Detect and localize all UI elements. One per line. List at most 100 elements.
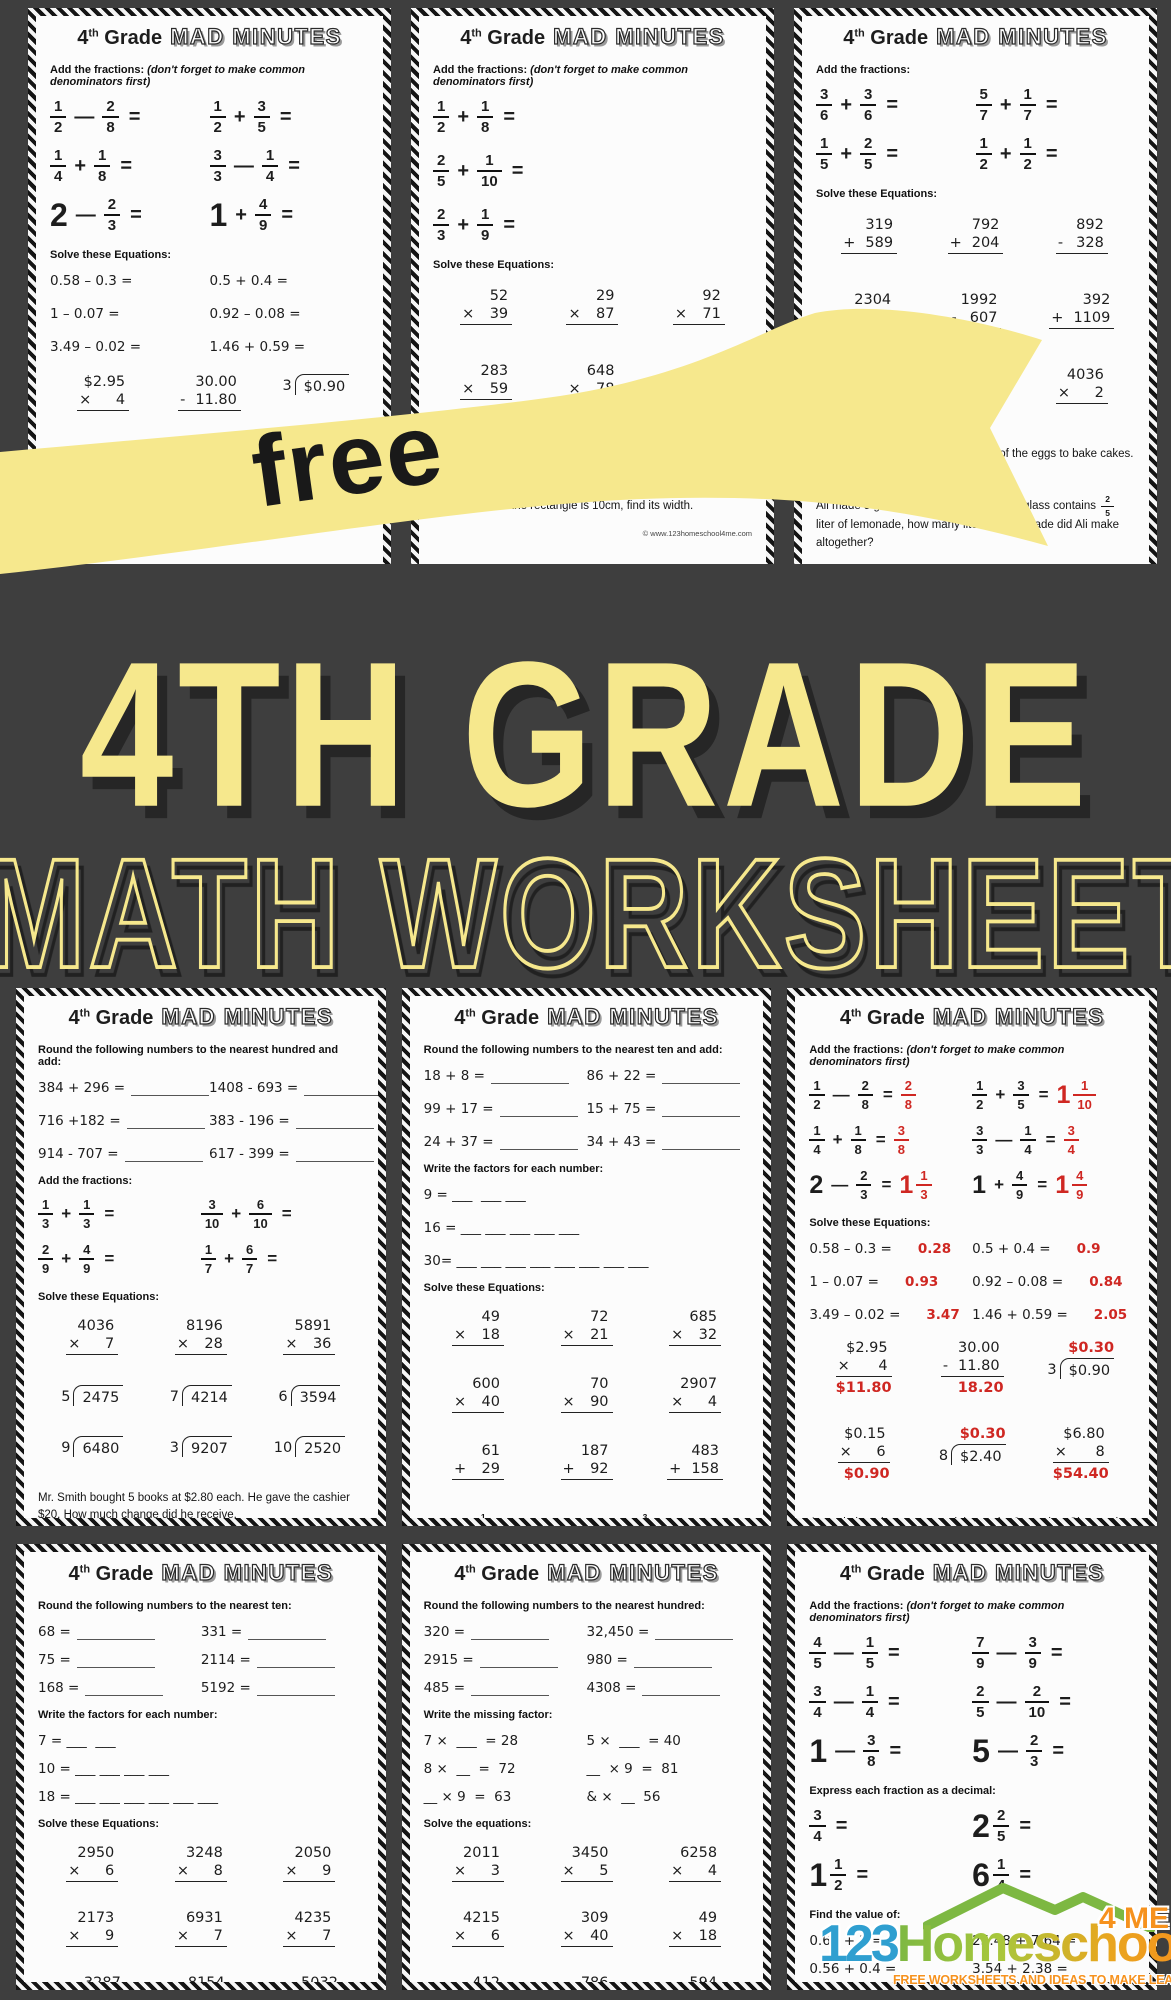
worksheet-title-grade: 4th Grade <box>77 27 162 49</box>
math-problems-row: 5 2475 7 4214 6 3594 <box>38 1385 364 1406</box>
long-division: 3 4206 <box>455 438 518 459</box>
answer-blank <box>633 1654 712 1668</box>
operand: 21 <box>590 1327 609 1343</box>
division-problem: 10 2520 <box>274 1436 346 1457</box>
operator: - <box>845 385 851 401</box>
answer-blank <box>471 1682 550 1696</box>
whole-number: 6 <box>972 1856 990 1893</box>
fraction: 2 <box>809 1173 823 1197</box>
fraction-stack: 6 10 <box>249 1198 272 1230</box>
worksheet: 4th Grade MAD MINUTES Add the fractions: (… <box>411 8 774 564</box>
fraction-problem: 1 2 +3 5 = <box>209 99 370 135</box>
operator: + <box>1051 310 1064 326</box>
operator: × <box>176 1928 189 1944</box>
equals-sign: = <box>1037 1175 1048 1194</box>
vertical-problem: 2304-996 <box>843 292 896 329</box>
equation-text: 716 +182 = <box>38 1113 121 1129</box>
answer: $0.30 <box>1068 1340 1115 1356</box>
equation-text: 86 + 22 = <box>586 1068 657 1084</box>
math-problems-row: 600 × 40 70 × 90 2907 × 4 <box>424 1376 750 1413</box>
operand-bottom: -11.80 <box>178 392 241 411</box>
operand-top: 30.00 <box>958 1340 1000 1356</box>
equation-text: 16 = ___ ___ ___ ___ ___ <box>423 1220 580 1236</box>
equation-text: 3.49 – 0.02 = <box>809 1307 901 1323</box>
operand-top: 2907 <box>680 1376 718 1392</box>
equation: 99 + 17 = <box>424 1101 587 1117</box>
numerator: 1 <box>813 1123 821 1138</box>
equation-text: 980 = <box>586 1652 628 1668</box>
denominator: 8 <box>900 1094 916 1111</box>
equals-sign: = <box>279 105 292 128</box>
equation: 86 + 22 = <box>587 1068 750 1084</box>
equation: 168 = <box>38 1680 201 1696</box>
equals-sign: = <box>130 203 142 226</box>
title-ordinal: th <box>854 27 865 40</box>
operand-top: 483 <box>691 1443 719 1459</box>
numerator: 1 <box>820 135 829 152</box>
operand-bottom: × 4 <box>669 1394 722 1413</box>
equation: 7 = ___ ___ <box>38 1733 364 1749</box>
math-problems-row: $2.95 × 4 $11.80 30.00-11.80 18.20 $0.30 3 $0.90 <box>809 1340 1135 1396</box>
numerator: 4 <box>813 1634 822 1651</box>
title-grade-word: Grade <box>481 27 546 49</box>
operand: 87 <box>596 306 615 322</box>
denominator: 8 <box>94 165 111 184</box>
fraction-problem: 7 9—3 9 = <box>972 1635 1135 1671</box>
operator: + <box>61 1249 72 1268</box>
vertical-problem: 648 × 78 <box>566 363 619 400</box>
equals-sign: = <box>881 1175 892 1194</box>
operand-bottom: × 2 <box>1055 385 1108 404</box>
operand-bottom: +589 <box>841 235 898 254</box>
operand-bottom: × 8 <box>174 1863 227 1882</box>
equation-text: 8 × __ = 72 <box>423 1761 516 1777</box>
whole-number: 5 <box>972 1732 990 1769</box>
title-number: 4 <box>68 1563 80 1585</box>
instruction-text: Write the factors for each number: <box>423 1163 604 1175</box>
math-problems-row: 412+23 786+69 594+88 <box>424 1975 750 1982</box>
operator: + <box>453 1461 467 1477</box>
math-problem-cell: 187 +92 <box>532 1443 641 1480</box>
denominator: 8 <box>857 1094 873 1111</box>
operand: 6 <box>115 467 126 483</box>
fraction-problem: 4 5—1 5 = <box>809 1635 972 1671</box>
numerator: 6 <box>246 1242 254 1257</box>
operand-top: 52 <box>489 288 509 304</box>
denominator: 5 <box>1013 1094 1029 1111</box>
math-problem-cell: $0.30 8 $2.40 <box>918 1426 1027 1482</box>
operand: 40 <box>481 1394 500 1410</box>
dividend: 2475 <box>73 1385 124 1406</box>
instruction-text: Solve these Equations: <box>809 1217 931 1229</box>
numerator: 1 <box>98 147 107 164</box>
numerator: 2 <box>107 196 117 213</box>
worksheet-title-grade: 4th Grade <box>454 1007 539 1029</box>
dividend: 4206 <box>467 438 518 459</box>
operand: 4 <box>707 1394 718 1410</box>
divisor: 8 <box>938 1448 949 1464</box>
operand-top: 61 <box>481 1443 500 1459</box>
math-problem-cell: 7 4235 <box>539 438 645 459</box>
vertical-problem: 600 × 40 <box>451 1376 504 1413</box>
vertical-problem: 594+88 <box>669 1975 721 1982</box>
operator: + <box>840 142 853 165</box>
numerator: 3 <box>867 1732 876 1749</box>
word-problem-text: Megan at <box>423 1518 475 1526</box>
denominator: 9 <box>1072 1184 1088 1201</box>
denominator: 5 <box>809 1652 826 1671</box>
answer: $11.80 <box>835 1380 892 1396</box>
numerator: 1 <box>1023 135 1032 152</box>
operand-bottom: × 40 <box>451 1394 504 1413</box>
operand: 402 <box>863 385 892 401</box>
equals-sign: = <box>886 93 899 116</box>
title-ordinal: th <box>465 1563 476 1576</box>
operator: × <box>674 306 687 322</box>
answer-blank <box>131 1082 210 1096</box>
operator: + <box>457 159 470 182</box>
fraction-stack: 2 10 <box>1024 1684 1050 1720</box>
